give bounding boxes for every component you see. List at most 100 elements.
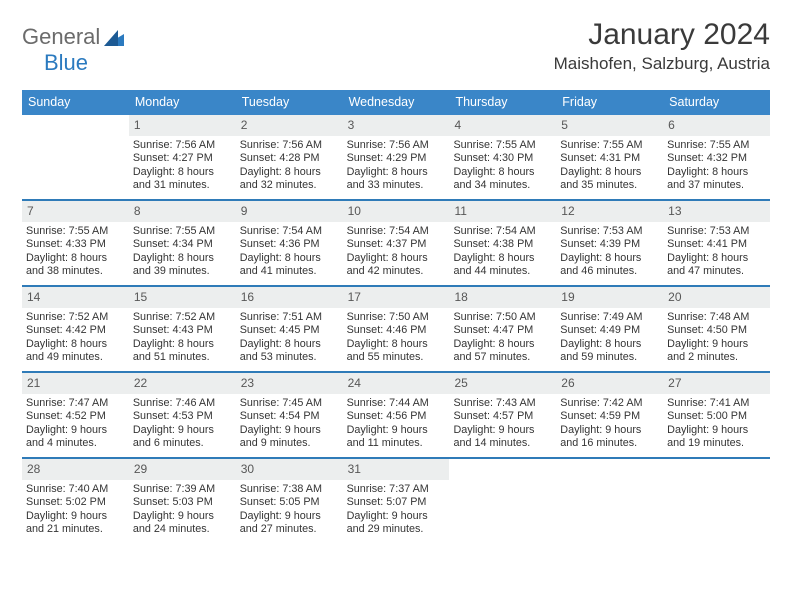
- week-row: 28Sunrise: 7:40 AMSunset: 5:02 PMDayligh…: [22, 459, 770, 543]
- sunset-text: Sunset: 4:31 PM: [560, 152, 659, 165]
- day-number: 4: [449, 115, 556, 136]
- hdr-tuesday: Tuesday: [236, 90, 343, 115]
- logo: General: [22, 18, 126, 50]
- sunrise-text: Sunrise: 7:44 AM: [347, 397, 446, 410]
- sunrise-text: Sunrise: 7:39 AM: [133, 483, 232, 496]
- daylight-text: and 21 minutes.: [26, 523, 125, 536]
- daylight-text: and 53 minutes.: [240, 351, 339, 364]
- day-number: 19: [556, 287, 663, 308]
- daylight-text: and 4 minutes.: [26, 437, 125, 450]
- day-number: 16: [236, 287, 343, 308]
- day-number: 26: [556, 373, 663, 394]
- sunrise-text: Sunrise: 7:56 AM: [240, 139, 339, 152]
- sunset-text: Sunset: 4:47 PM: [453, 324, 552, 337]
- day-cell: 11Sunrise: 7:54 AMSunset: 4:38 PMDayligh…: [449, 201, 556, 285]
- daylight-text: and 47 minutes.: [667, 265, 766, 278]
- sunrise-text: Sunrise: 7:56 AM: [347, 139, 446, 152]
- daylight-text: Daylight: 8 hours: [347, 338, 446, 351]
- sunrise-text: Sunrise: 7:54 AM: [240, 225, 339, 238]
- sunset-text: Sunset: 4:28 PM: [240, 152, 339, 165]
- sunset-text: Sunset: 4:33 PM: [26, 238, 125, 251]
- day-number: 13: [663, 201, 770, 222]
- sunrise-text: Sunrise: 7:37 AM: [347, 483, 446, 496]
- sunrise-text: Sunrise: 7:56 AM: [133, 139, 232, 152]
- sunset-text: Sunset: 4:53 PM: [133, 410, 232, 423]
- day-cell: [556, 459, 663, 543]
- daylight-text: and 57 minutes.: [453, 351, 552, 364]
- sunrise-text: Sunrise: 7:54 AM: [347, 225, 446, 238]
- day-number: 27: [663, 373, 770, 394]
- sunset-text: Sunset: 5:00 PM: [667, 410, 766, 423]
- day-cell: 8Sunrise: 7:55 AMSunset: 4:34 PMDaylight…: [129, 201, 236, 285]
- daylight-text: and 16 minutes.: [560, 437, 659, 450]
- sunrise-text: Sunrise: 7:47 AM: [26, 397, 125, 410]
- calendar-body: 1Sunrise: 7:56 AMSunset: 4:27 PMDaylight…: [22, 115, 770, 543]
- day-cell: 15Sunrise: 7:52 AMSunset: 4:43 PMDayligh…: [129, 287, 236, 371]
- daylight-text: and 49 minutes.: [26, 351, 125, 364]
- daylight-text: Daylight: 8 hours: [347, 252, 446, 265]
- day-cell: 9Sunrise: 7:54 AMSunset: 4:36 PMDaylight…: [236, 201, 343, 285]
- week-row: 1Sunrise: 7:56 AMSunset: 4:27 PMDaylight…: [22, 115, 770, 201]
- daylight-text: and 39 minutes.: [133, 265, 232, 278]
- sunrise-text: Sunrise: 7:40 AM: [26, 483, 125, 496]
- daylight-text: Daylight: 9 hours: [667, 338, 766, 351]
- calendar: Sunday Monday Tuesday Wednesday Thursday…: [22, 90, 770, 543]
- sunrise-text: Sunrise: 7:45 AM: [240, 397, 339, 410]
- day-cell: 29Sunrise: 7:39 AMSunset: 5:03 PMDayligh…: [129, 459, 236, 543]
- daylight-text: Daylight: 8 hours: [240, 166, 339, 179]
- day-number: 24: [343, 373, 450, 394]
- daylight-text: and 29 minutes.: [347, 523, 446, 536]
- daylight-text: Daylight: 8 hours: [560, 338, 659, 351]
- day-number: 31: [343, 459, 450, 480]
- sunset-text: Sunset: 4:37 PM: [347, 238, 446, 251]
- daylight-text: Daylight: 9 hours: [453, 424, 552, 437]
- sunrise-text: Sunrise: 7:55 AM: [26, 225, 125, 238]
- day-number: 6: [663, 115, 770, 136]
- sunset-text: Sunset: 4:59 PM: [560, 410, 659, 423]
- day-number: 18: [449, 287, 556, 308]
- daylight-text: Daylight: 9 hours: [560, 424, 659, 437]
- hdr-wednesday: Wednesday: [343, 90, 450, 115]
- daylight-text: and 35 minutes.: [560, 179, 659, 192]
- sunrise-text: Sunrise: 7:54 AM: [453, 225, 552, 238]
- daylight-text: and 27 minutes.: [240, 523, 339, 536]
- week-row: 7Sunrise: 7:55 AMSunset: 4:33 PMDaylight…: [22, 201, 770, 287]
- month-title: January 2024: [554, 18, 770, 52]
- sunrise-text: Sunrise: 7:43 AM: [453, 397, 552, 410]
- daylight-text: and 51 minutes.: [133, 351, 232, 364]
- day-cell: 17Sunrise: 7:50 AMSunset: 4:46 PMDayligh…: [343, 287, 450, 371]
- daylight-text: and 9 minutes.: [240, 437, 339, 450]
- daylight-text: and 44 minutes.: [453, 265, 552, 278]
- day-number: 14: [22, 287, 129, 308]
- daylight-text: Daylight: 8 hours: [667, 252, 766, 265]
- location-subtitle: Maishofen, Salzburg, Austria: [554, 54, 770, 74]
- sunrise-text: Sunrise: 7:48 AM: [667, 311, 766, 324]
- sunset-text: Sunset: 5:07 PM: [347, 496, 446, 509]
- daylight-text: Daylight: 9 hours: [26, 510, 125, 523]
- daylight-text: Daylight: 8 hours: [133, 166, 232, 179]
- day-number: 2: [236, 115, 343, 136]
- day-number: 12: [556, 201, 663, 222]
- daylight-text: and 24 minutes.: [133, 523, 232, 536]
- daylight-text: and 41 minutes.: [240, 265, 339, 278]
- daylight-text: Daylight: 9 hours: [347, 510, 446, 523]
- daylight-text: and 34 minutes.: [453, 179, 552, 192]
- hdr-thursday: Thursday: [449, 90, 556, 115]
- sunrise-text: Sunrise: 7:52 AM: [133, 311, 232, 324]
- day-cell: 13Sunrise: 7:53 AMSunset: 4:41 PMDayligh…: [663, 201, 770, 285]
- daylight-text: Daylight: 9 hours: [26, 424, 125, 437]
- daylight-text: Daylight: 9 hours: [133, 510, 232, 523]
- sunrise-text: Sunrise: 7:42 AM: [560, 397, 659, 410]
- sunset-text: Sunset: 4:54 PM: [240, 410, 339, 423]
- day-number: 30: [236, 459, 343, 480]
- day-cell: 10Sunrise: 7:54 AMSunset: 4:37 PMDayligh…: [343, 201, 450, 285]
- sunrise-text: Sunrise: 7:50 AM: [453, 311, 552, 324]
- daylight-text: Daylight: 8 hours: [26, 252, 125, 265]
- day-number: 8: [129, 201, 236, 222]
- sunrise-text: Sunrise: 7:46 AM: [133, 397, 232, 410]
- day-cell: [22, 115, 129, 199]
- day-number: 28: [22, 459, 129, 480]
- day-cell: 21Sunrise: 7:47 AMSunset: 4:52 PMDayligh…: [22, 373, 129, 457]
- daylight-text: and 38 minutes.: [26, 265, 125, 278]
- daylight-text: Daylight: 8 hours: [453, 338, 552, 351]
